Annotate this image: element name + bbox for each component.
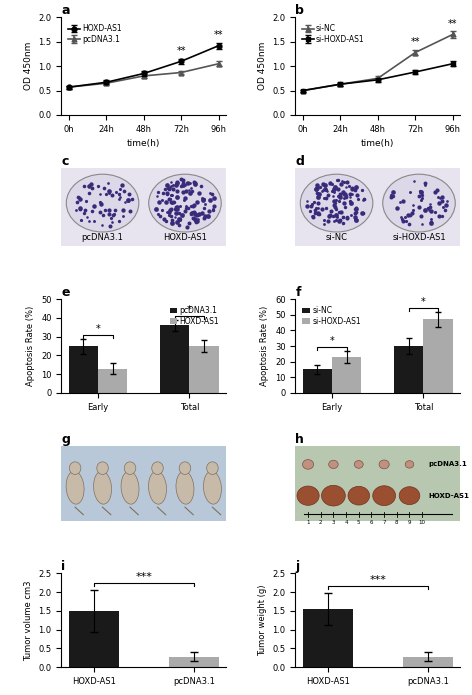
X-axis label: time(h): time(h) bbox=[127, 139, 160, 148]
Legend: si-NC, si-HOXD-AS1: si-NC, si-HOXD-AS1 bbox=[299, 21, 368, 47]
Y-axis label: Apoptosis Rate (%): Apoptosis Rate (%) bbox=[261, 306, 270, 386]
Text: pcDNA3.1: pcDNA3.1 bbox=[82, 233, 124, 242]
Text: **: ** bbox=[214, 31, 223, 40]
Text: 1: 1 bbox=[306, 520, 310, 525]
Text: 7: 7 bbox=[382, 520, 386, 525]
Ellipse shape bbox=[93, 471, 111, 504]
Text: 4: 4 bbox=[345, 520, 348, 525]
Text: **: ** bbox=[177, 47, 186, 56]
Text: 9: 9 bbox=[408, 520, 411, 525]
Text: ***: *** bbox=[135, 572, 152, 582]
Circle shape bbox=[124, 462, 136, 475]
Text: 10: 10 bbox=[419, 520, 426, 525]
Text: d: d bbox=[295, 154, 304, 167]
Circle shape bbox=[97, 462, 109, 475]
Circle shape bbox=[179, 462, 191, 475]
Ellipse shape bbox=[176, 471, 194, 504]
Bar bbox=[403, 657, 453, 667]
Bar bbox=[169, 657, 219, 667]
Text: **: ** bbox=[448, 19, 457, 28]
Text: 2: 2 bbox=[319, 520, 322, 525]
Text: j: j bbox=[295, 560, 300, 573]
Text: **: ** bbox=[411, 37, 420, 47]
Circle shape bbox=[149, 174, 221, 232]
Legend: pcDNA3.1, HOXD-AS1: pcDNA3.1, HOXD-AS1 bbox=[167, 303, 222, 329]
Ellipse shape bbox=[329, 460, 338, 468]
Circle shape bbox=[69, 462, 81, 475]
Y-axis label: OD 450nm: OD 450nm bbox=[24, 42, 33, 90]
Ellipse shape bbox=[373, 486, 396, 505]
Bar bbox=[69, 611, 119, 667]
Y-axis label: Apoptosis Rate (%): Apoptosis Rate (%) bbox=[26, 306, 35, 386]
Text: 3: 3 bbox=[332, 520, 335, 525]
Ellipse shape bbox=[321, 485, 346, 506]
Bar bbox=[160, 325, 189, 393]
Y-axis label: Tumor volume cm3: Tumor volume cm3 bbox=[24, 580, 33, 660]
Bar bbox=[98, 368, 127, 393]
Text: g: g bbox=[61, 433, 70, 445]
Legend: HOXD-AS1, pcDNA3.1: HOXD-AS1, pcDNA3.1 bbox=[65, 21, 125, 47]
Text: *: * bbox=[421, 297, 426, 307]
Bar bbox=[69, 346, 98, 393]
Ellipse shape bbox=[203, 471, 221, 504]
Circle shape bbox=[66, 174, 139, 232]
Text: *: * bbox=[96, 324, 101, 334]
Text: i: i bbox=[61, 560, 66, 573]
Bar bbox=[303, 370, 332, 393]
Circle shape bbox=[207, 462, 218, 475]
Ellipse shape bbox=[354, 461, 363, 468]
Text: HOXD-AS1: HOXD-AS1 bbox=[163, 233, 207, 242]
Text: si-NC: si-NC bbox=[326, 233, 347, 242]
Text: a: a bbox=[61, 4, 70, 17]
Bar bbox=[423, 320, 453, 393]
Bar bbox=[332, 357, 362, 393]
Text: *: * bbox=[187, 305, 192, 315]
Circle shape bbox=[300, 174, 373, 232]
Text: 5: 5 bbox=[357, 520, 361, 525]
Text: 6: 6 bbox=[370, 520, 373, 525]
Text: 8: 8 bbox=[395, 520, 398, 525]
Circle shape bbox=[383, 174, 455, 232]
Bar bbox=[303, 609, 353, 667]
Ellipse shape bbox=[303, 459, 313, 469]
Ellipse shape bbox=[348, 486, 370, 505]
X-axis label: time(h): time(h) bbox=[361, 139, 395, 148]
Text: *: * bbox=[330, 336, 335, 346]
Circle shape bbox=[152, 462, 163, 475]
Ellipse shape bbox=[66, 471, 84, 504]
Ellipse shape bbox=[121, 471, 139, 504]
Text: c: c bbox=[61, 154, 69, 167]
Ellipse shape bbox=[297, 486, 319, 505]
Bar bbox=[189, 346, 219, 393]
Y-axis label: Tumor weight (g): Tumor weight (g) bbox=[258, 584, 267, 656]
Text: h: h bbox=[295, 433, 304, 445]
Text: pcDNA3.1: pcDNA3.1 bbox=[429, 461, 467, 468]
Text: si-HOXD-AS1: si-HOXD-AS1 bbox=[392, 233, 446, 242]
Text: b: b bbox=[295, 4, 304, 17]
Ellipse shape bbox=[149, 471, 167, 504]
Text: f: f bbox=[295, 286, 301, 299]
Y-axis label: OD 450nm: OD 450nm bbox=[258, 42, 267, 90]
Text: HOXD-AS1: HOXD-AS1 bbox=[429, 493, 469, 499]
Ellipse shape bbox=[399, 486, 420, 505]
Legend: si-NC, si-HOXD-AS1: si-NC, si-HOXD-AS1 bbox=[299, 303, 364, 329]
Text: ***: *** bbox=[370, 575, 386, 585]
Ellipse shape bbox=[405, 461, 414, 468]
Ellipse shape bbox=[379, 460, 389, 469]
Text: e: e bbox=[61, 286, 70, 299]
Bar bbox=[394, 346, 423, 393]
